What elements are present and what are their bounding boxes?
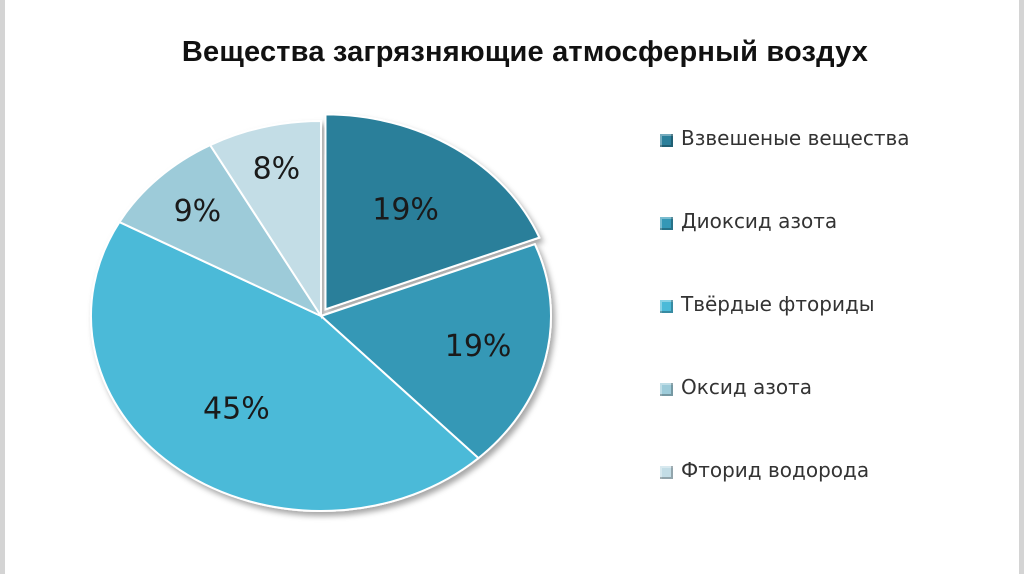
legend-swatch-oksid-azota: [660, 383, 673, 396]
pie-slice-ftorid-vodoroda: [208, 119, 322, 320]
pie-slice-oksid-azota: [117, 143, 324, 319]
legend-item-oksid-azota: Оксид азота: [660, 375, 990, 458]
pie-value-label-dioksid-azota: 19%: [445, 329, 512, 364]
pie-slices: [90, 113, 552, 513]
pie-slice-vzveshenye-veshchestva: [324, 113, 541, 311]
legend-label-dioksid-azota: Диоксид азота: [681, 209, 838, 233]
legend-item-ftorid-vodoroda: Фторид водорода: [660, 458, 990, 541]
legend-item-dioksid-azota: Диоксид азота: [660, 209, 990, 292]
legend-item-vzveshenye-veshchestva: Взвешеные вещества: [660, 126, 990, 209]
legend-label-vzveshenye-veshchestva: Взвешеные вещества: [681, 126, 910, 150]
pie-value-label-oksid-azota: 9%: [174, 194, 222, 229]
legend-swatch-vzveshenye-veshchestva: [660, 134, 673, 147]
legend-label-ftorid-vodoroda: Фторид водорода: [681, 458, 870, 482]
pie-value-label-vzveshenye-veshchestva: 19%: [372, 192, 439, 227]
pie-value-label-tverdye-ftoridy: 45%: [203, 391, 270, 426]
legend-label-oksid-azota: Оксид азота: [681, 375, 813, 399]
slide-right-border: [1019, 0, 1024, 574]
pie-value-labels: 19% 19% 45% 9% 8%: [174, 152, 512, 427]
legend-swatch-dioksid-azota: [660, 217, 673, 230]
pie-value-label-ftorid-vodoroda: 8%: [253, 152, 301, 187]
legend-item-tverdye-ftoridy: Твёрдые фториды: [660, 292, 990, 375]
slide-left-border: [0, 0, 5, 574]
legend-swatch-ftorid-vodoroda: [660, 466, 673, 479]
chart-title: Вещества загрязняющие атмосферный воздух: [181, 36, 869, 68]
pie-slice-dioksid-azota: [319, 242, 552, 460]
pie-slice-tverdye-ftoridy: [90, 220, 480, 513]
legend-swatch-tverdye-ftoridy: [660, 300, 673, 313]
chart-legend: Взвешеные вещества Диоксид азота Твёрдые ф…: [660, 126, 990, 541]
legend-label-tverdye-ftoridy: Твёрдые фториды: [681, 292, 875, 316]
